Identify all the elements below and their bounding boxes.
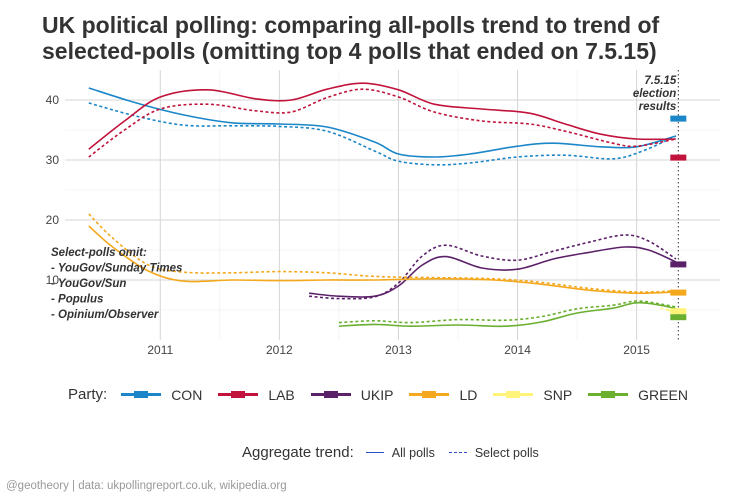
series-line-lab-select [88,88,677,158]
series-line-ld-select [88,213,676,293]
y-tick-label: 20 [46,213,60,227]
party-legend-label-lab: LAB [268,386,295,403]
election-annotation: election [633,88,676,100]
party-legend-item-green: GREEN [588,387,688,403]
trend-legend-label-select: Select polls [474,445,539,460]
series-line-green-select [338,300,677,324]
series-line-ld-all [88,225,676,295]
select-polls-note: - Populus [51,294,103,306]
party-legend-key-snp [493,391,534,398]
y-tick-label: 30 [46,153,60,167]
party-legend-title: Party: [68,386,108,403]
series-line-snp-select [660,307,677,312]
y-tick-label: 40 [46,93,60,107]
dashed-line-key [448,452,467,453]
x-tick-label: 2011 [147,343,173,357]
party-legend-label-con: CON [171,386,203,403]
series-line-lab-all [88,82,676,150]
x-tick-label: 2013 [385,343,412,357]
source-footer: @geotheory | data: ukpollingreport.co.uk… [6,480,287,492]
party-legend-label-ukip: UKIP [360,386,394,403]
election-result-ld [670,289,687,296]
select-polls-note: - YouGov/Sun [51,278,126,290]
trend-legend-title: Aggregate trend: [242,444,354,461]
y-tick-label: 10 [46,273,60,287]
election-result-snp [670,308,687,315]
election-result-con [670,115,687,122]
party-legend-key-green [588,391,629,398]
party-legend-label-green: GREEN [638,386,688,403]
party-legend-key-ld [409,391,450,398]
party-legend-key-con [121,391,162,398]
party-legend: Party: CON LAB UKIP LD SNP GREEN [68,386,704,403]
trend-legend: Aggregate trend: All polls Select polls [242,444,553,461]
series-line-ukip-all [309,246,677,298]
election-annotation: results [639,101,677,113]
party-legend-item-ld: LD [409,387,477,403]
election-result-green [670,314,687,321]
x-tick-label: 2015 [623,343,650,357]
party-legend-item-lab: LAB [218,386,295,403]
select-polls-note: Select-polls omit: [51,247,147,259]
chart-title: UK political polling: comparing all-poll… [42,12,660,64]
solid-line-key [365,452,384,453]
party-legend-key-lab [218,391,259,398]
x-tick-label: 2012 [266,343,293,357]
trend-legend-item-select: Select polls [448,445,539,460]
series-line-con-select [88,102,677,166]
election-annotation: 7.5.15 [644,75,677,87]
select-polls-note: - Opinium/Observer [51,309,159,321]
trend-legend-item-all: All polls [365,445,435,460]
select-polls-note: - YouGov/Sunday Times [51,263,182,275]
party-legend-item-ukip: UKIP [310,386,394,403]
party-legend-label-snp: SNP [543,386,573,403]
x-tick-label: 2014 [504,343,531,357]
election-result-ukip [670,261,687,268]
election-result-lab [670,154,687,161]
party-legend-label-ld: LD [459,386,478,403]
series-line-con-all [88,87,677,158]
party-legend-key-ukip [310,391,351,398]
party-legend-item-con: CON [121,387,202,403]
series-line-green-all [338,301,677,328]
series-line-ukip-select [309,234,677,300]
party-legend-item-snp: SNP [493,387,572,403]
trend-legend-label-all: All polls [391,445,435,460]
